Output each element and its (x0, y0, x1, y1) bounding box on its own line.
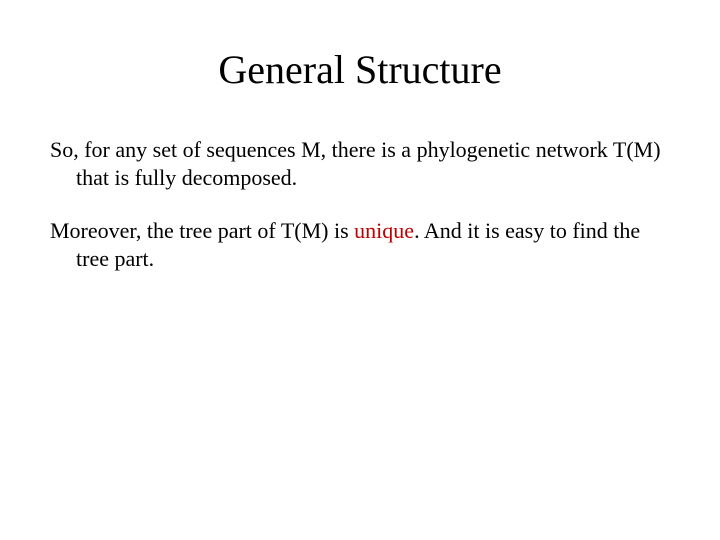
slide-title: General Structure (50, 48, 670, 92)
paragraph-1: So, for any set of sequences M, there is… (50, 136, 670, 191)
paragraph-2: Moreover, the tree part of T(M) is uniqu… (50, 217, 670, 272)
paragraph-2-unique: unique (354, 218, 414, 243)
slide: General Structure So, for any set of seq… (0, 0, 720, 540)
paragraph-2-line: Moreover, the tree part of T(M) is uniqu… (50, 217, 670, 272)
paragraph-1-text: So, for any set of sequences M, there is… (50, 136, 670, 191)
paragraph-2-pre: Moreover, the tree part of T(M) is (50, 218, 354, 243)
